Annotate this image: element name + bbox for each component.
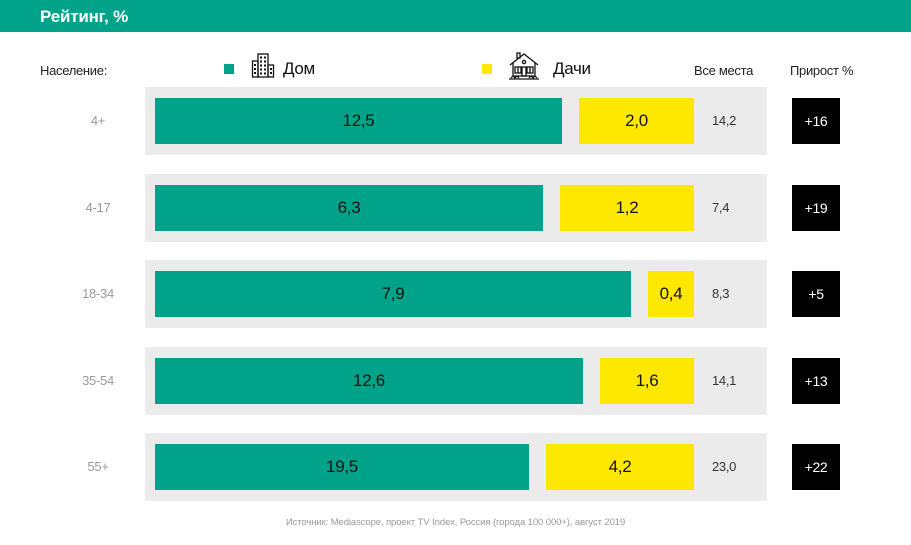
apartment-building-icon (251, 53, 275, 78)
growth-value: +13 (804, 373, 828, 389)
total-value: 14,2 (712, 113, 737, 128)
growth-value: +16 (804, 113, 828, 129)
growth-badge: +19 (792, 185, 840, 231)
bar-home-label: 12,6 (353, 371, 385, 390)
growth-column-label: Прирост % (790, 63, 854, 78)
legend-swatch-home (224, 64, 234, 74)
bar-dacha-label: 4,2 (608, 457, 632, 476)
category-label: 4-17 (85, 200, 111, 215)
growth-value: +22 (804, 459, 828, 475)
chart-header: Рейтинг, % (0, 0, 911, 32)
population-column-label: Население: (40, 63, 108, 78)
category-label: 4+ (90, 113, 106, 128)
bar-dacha: 1,6 (600, 358, 694, 404)
chart-title: Рейтинг, % (40, 7, 129, 26)
growth-value: +5 (808, 286, 824, 302)
bar-home-label: 7,9 (381, 284, 405, 303)
country-house-icon (509, 52, 539, 80)
bar-dacha-label: 0,4 (659, 284, 683, 303)
category-label: 18-34 (82, 286, 114, 301)
growth-badge: +5 (792, 271, 840, 317)
bar-dacha-label: 1,2 (615, 198, 639, 217)
source-note: Источник: Mediascope, проект TV Index, Р… (285, 517, 626, 528)
category-label: 35-54 (82, 373, 114, 388)
bar-dacha-label: 1,6 (635, 371, 659, 390)
bar-dacha-label: 2,0 (625, 111, 648, 130)
bar-dacha: 2,0 (579, 98, 694, 144)
growth-badge: +22 (792, 444, 840, 490)
growth-value: +19 (804, 200, 828, 216)
legend-swatch-dacha (482, 64, 492, 74)
total-value: 7,4 (712, 200, 730, 215)
bar-home-label: 12,5 (342, 111, 375, 130)
bar-home: 7,9 (155, 271, 631, 317)
bar-home: 19,5 (155, 444, 529, 490)
total-value: 14,1 (712, 373, 737, 388)
category-label: 55+ (87, 459, 109, 474)
growth-badge: +13 (792, 358, 840, 404)
bar-home-label: 6,3 (337, 198, 361, 217)
legend-label-dacha: Дачи (553, 59, 591, 78)
bar-dacha: 0,4 (648, 271, 694, 317)
legend-label-home: Дом (283, 59, 315, 78)
bar-dacha: 1,2 (560, 185, 694, 231)
bar-home: 12,5 (155, 98, 562, 144)
growth-badge: +16 (792, 98, 840, 144)
bar-home: 12,6 (155, 358, 583, 404)
bar-home: 6,3 (155, 185, 543, 231)
bar-dacha: 4,2 (546, 444, 694, 490)
total-value: 23,0 (712, 459, 737, 474)
total-column-label: Все места (694, 63, 754, 78)
bar-home-label: 19,5 (326, 457, 358, 476)
total-value: 8,3 (712, 286, 730, 301)
